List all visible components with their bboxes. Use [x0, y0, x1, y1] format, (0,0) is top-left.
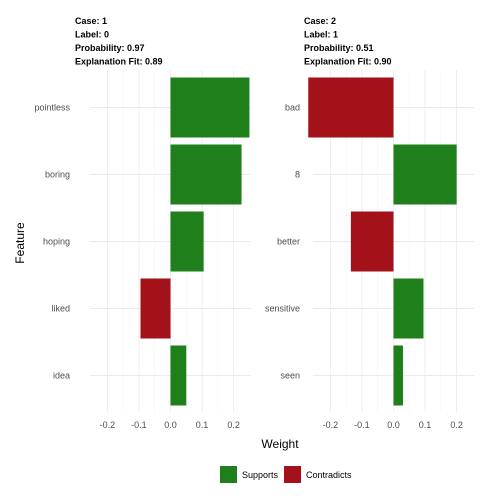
y-tick-label: liked: [51, 304, 70, 314]
x-tick-label: -0.1: [131, 420, 147, 430]
legend-label: Contradicts: [306, 470, 352, 480]
bar-better: [350, 211, 394, 272]
bar-liked: [140, 278, 171, 339]
facet-title-line: Case: 1: [75, 16, 107, 26]
bar-boring: [170, 144, 242, 205]
legend-label: Supports: [242, 470, 279, 480]
legend-swatch: [284, 466, 301, 483]
facet-title-line: Label: 1: [304, 30, 338, 40]
facet-title-line: Probability: 0.51: [304, 43, 374, 53]
y-tick-label: idea: [53, 371, 70, 381]
x-tick-label: 0.1: [419, 420, 432, 430]
x-tick-label: 0.2: [450, 420, 463, 430]
facet-title-line: Probability: 0.97: [75, 43, 145, 53]
facet-panels: Case: 1 Label: 0 Probability: 0.97 Explanat…: [34, 16, 474, 430]
facet-title-line: Case: 2: [304, 16, 336, 26]
x-tick-label: 0.2: [227, 420, 240, 430]
y-tick-label: bad: [285, 103, 300, 113]
legend-item-contradicts: Contradicts: [284, 466, 352, 483]
y-tick-label: boring: [45, 170, 70, 180]
y-tick-label: seen: [280, 371, 300, 381]
y-tick-label: 8: [295, 170, 300, 180]
y-tick-label: pointless: [34, 103, 70, 113]
y-tick-label: hoping: [43, 237, 70, 247]
facet-title-line: Explanation Fit: 0.89: [75, 57, 163, 67]
x-axis-title: Weight: [261, 437, 299, 451]
bar-seen: [393, 345, 403, 406]
facet-title-line: Explanation Fit: 0.90: [304, 57, 392, 67]
x-tick-label: 0.1: [196, 420, 209, 430]
facet-panel: Case: 1 Label: 0 Probability: 0.97 Explanat…: [34, 16, 251, 430]
facet-title-line: Label: 0: [75, 30, 109, 40]
x-tick-label: -0.1: [354, 420, 370, 430]
bar-sensitive: [393, 278, 424, 339]
x-tick-label: 0.0: [387, 420, 400, 430]
legend-swatch: [220, 466, 237, 483]
y-tick-label: sensitive: [265, 304, 300, 314]
bar-idea: [170, 345, 187, 406]
bar-hoping: [170, 211, 204, 272]
y-tick-label: better: [277, 237, 300, 247]
bar-pointless: [170, 77, 250, 138]
x-tick-label: -0.2: [100, 420, 116, 430]
legend: Supports Contradicts: [220, 466, 352, 483]
facet-panel: Case: 2 Label: 1 Probability: 0.51 Explanat…: [265, 16, 474, 430]
x-tick-label: -0.2: [323, 420, 339, 430]
bar-8: [393, 144, 457, 205]
bar-bad: [308, 77, 394, 138]
legend-item-supports: Supports: [220, 466, 279, 483]
y-axis-title: Feature: [13, 222, 27, 264]
x-tick-label: 0.0: [164, 420, 177, 430]
